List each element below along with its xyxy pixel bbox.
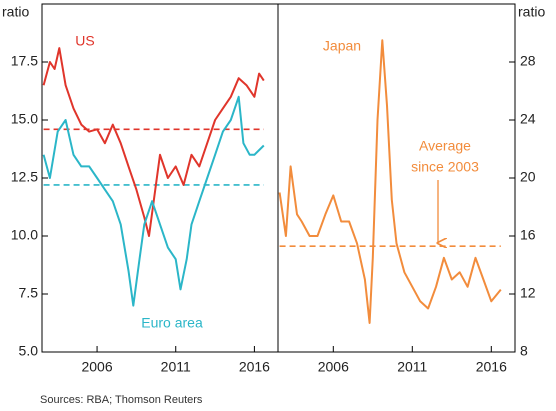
y-tick-label: 24 bbox=[520, 111, 536, 127]
annotation: since 2003 bbox=[411, 159, 479, 175]
y-tick-label: 12 bbox=[520, 285, 536, 301]
source: Sources: RBA; Thomson Reuters bbox=[40, 394, 203, 406]
y-tick-label: 28 bbox=[520, 53, 536, 69]
series-label: US bbox=[75, 33, 94, 49]
x-tick-label: 2016 bbox=[476, 359, 507, 375]
axis-label: ratio bbox=[2, 4, 29, 20]
series-line bbox=[42, 47, 265, 237]
y-tick-label: 8 bbox=[520, 343, 528, 359]
y-tick-label: 17.5 bbox=[11, 53, 38, 69]
y-tick-label: 7.5 bbox=[19, 285, 39, 301]
x-tick-label: 2016 bbox=[239, 359, 270, 375]
x-tick-label: 2011 bbox=[161, 359, 191, 375]
series-line bbox=[42, 95, 265, 307]
series-label: Japan bbox=[323, 38, 361, 54]
annotation: Average bbox=[419, 138, 471, 154]
x-tick-label: 2006 bbox=[81, 359, 112, 375]
series-line bbox=[278, 39, 502, 324]
y-tick-label: 15.0 bbox=[11, 111, 38, 127]
axis-label: ratio bbox=[518, 4, 545, 20]
x-tick-label: 2011 bbox=[397, 359, 427, 375]
y-tick-label: 10.0 bbox=[11, 227, 38, 243]
series-label: Euro area bbox=[141, 315, 203, 331]
y-tick-label: 20 bbox=[520, 169, 536, 185]
y-tick-label: 12.5 bbox=[11, 169, 38, 185]
y-tick-label: 16 bbox=[520, 227, 536, 243]
y-tick-label: 5.0 bbox=[19, 343, 39, 359]
x-tick-label: 2006 bbox=[318, 359, 349, 375]
